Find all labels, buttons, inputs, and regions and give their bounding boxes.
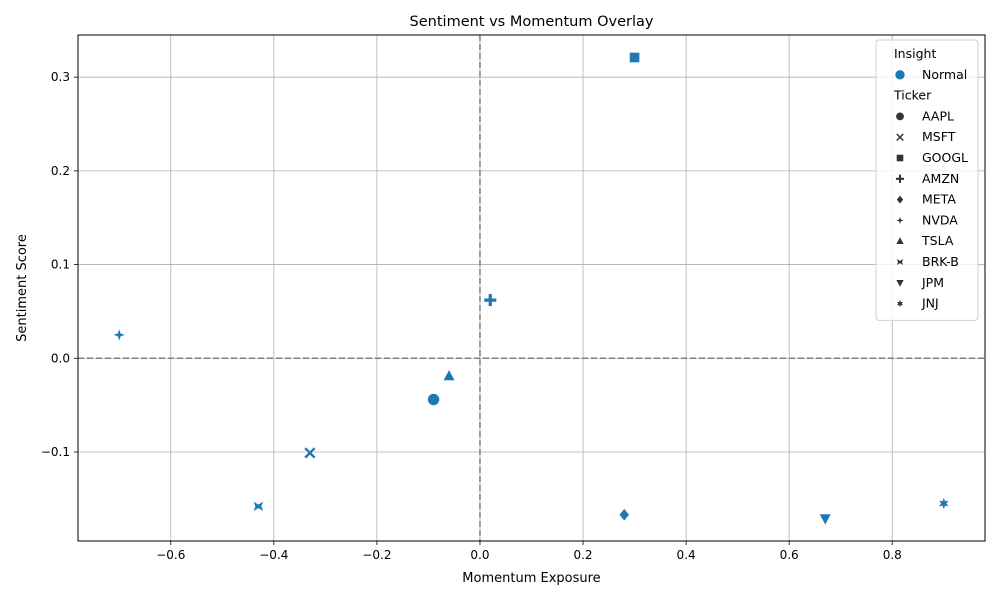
data-points bbox=[111, 52, 950, 526]
data-point-tsla bbox=[442, 368, 456, 381]
grid-lines bbox=[78, 35, 985, 541]
chart-title: Sentiment vs Momentum Overlay bbox=[410, 14, 654, 30]
legend-marker-hue bbox=[894, 69, 906, 81]
legend-marker-brk-b bbox=[895, 257, 905, 267]
legend-marker-tsla bbox=[895, 235, 905, 245]
y-tick-label: 0.3 bbox=[51, 70, 70, 84]
y-tick-label: 0.2 bbox=[51, 164, 70, 178]
data-point-aapl bbox=[427, 393, 440, 406]
y-tick-label: 0.1 bbox=[51, 258, 70, 272]
data-point-meta bbox=[618, 507, 630, 522]
axis-ticks: −0.6 −0.4 −0.2 0.0 0.2 0.4 0.6 0.8 −0.1 0.0 0.1 0.2… bbox=[41, 70, 902, 562]
legend-item-label: JNJ bbox=[921, 296, 939, 311]
legend-hue-title: Insight bbox=[894, 46, 936, 61]
legend-item-label: AAPL bbox=[922, 108, 954, 123]
reference-lines bbox=[78, 35, 985, 541]
legend-marker-nvda bbox=[894, 214, 906, 226]
legend-item-label: META bbox=[922, 192, 956, 207]
x-tick-label: 0.4 bbox=[677, 548, 696, 562]
legend-item-label: BRK-B bbox=[922, 254, 959, 269]
legend-item-label: JPM bbox=[921, 275, 944, 290]
legend-marker-aapl bbox=[895, 111, 905, 121]
data-point-nvda bbox=[111, 327, 127, 343]
legend-item-label: NVDA bbox=[922, 212, 958, 227]
legend-item-label: Normal bbox=[922, 67, 967, 82]
legend-item-label: GOOGL bbox=[922, 150, 968, 165]
x-tick-label: 0.6 bbox=[780, 548, 799, 562]
legend-item-label: MSFT bbox=[922, 129, 956, 144]
y-tick-label: 0.0 bbox=[51, 351, 70, 365]
legend-marker-meta bbox=[896, 194, 904, 205]
data-point-brk-b bbox=[252, 500, 265, 513]
legend: Insight Normal Ticker AAPL MSFT GOOGL AMZN META… bbox=[875, 39, 979, 321]
y-tick-label: −0.1 bbox=[41, 445, 70, 459]
legend-item-label: AMZN bbox=[922, 171, 959, 186]
x-tick-label: 0.2 bbox=[573, 548, 592, 562]
data-point-msft bbox=[303, 446, 317, 460]
legend-marker-amzn bbox=[895, 174, 905, 184]
x-tick-label: −0.4 bbox=[259, 548, 288, 562]
x-tick-label: 0.8 bbox=[883, 548, 902, 562]
x-tick-label: −0.2 bbox=[362, 548, 391, 562]
legend-marker-jnj bbox=[895, 298, 905, 309]
legend-marker-jpm bbox=[895, 279, 905, 289]
x-axis-label: Momentum Exposure bbox=[462, 571, 600, 586]
data-point-jnj bbox=[937, 496, 950, 511]
plot-frame bbox=[77, 34, 986, 542]
data-point-amzn bbox=[483, 293, 497, 307]
legend-item-label: TSLA bbox=[921, 233, 954, 248]
x-tick-label: 0.0 bbox=[470, 548, 489, 562]
legend-box bbox=[875, 39, 979, 321]
x-tick-label: −0.6 bbox=[156, 548, 185, 562]
data-point-jpm bbox=[818, 513, 832, 526]
data-point-googl bbox=[629, 52, 640, 63]
y-axis-label: Sentiment Score bbox=[15, 234, 30, 342]
legend-marker-msft bbox=[895, 132, 905, 142]
legend-marker-googl bbox=[896, 154, 904, 162]
legend-style-title: Ticker bbox=[893, 88, 932, 103]
